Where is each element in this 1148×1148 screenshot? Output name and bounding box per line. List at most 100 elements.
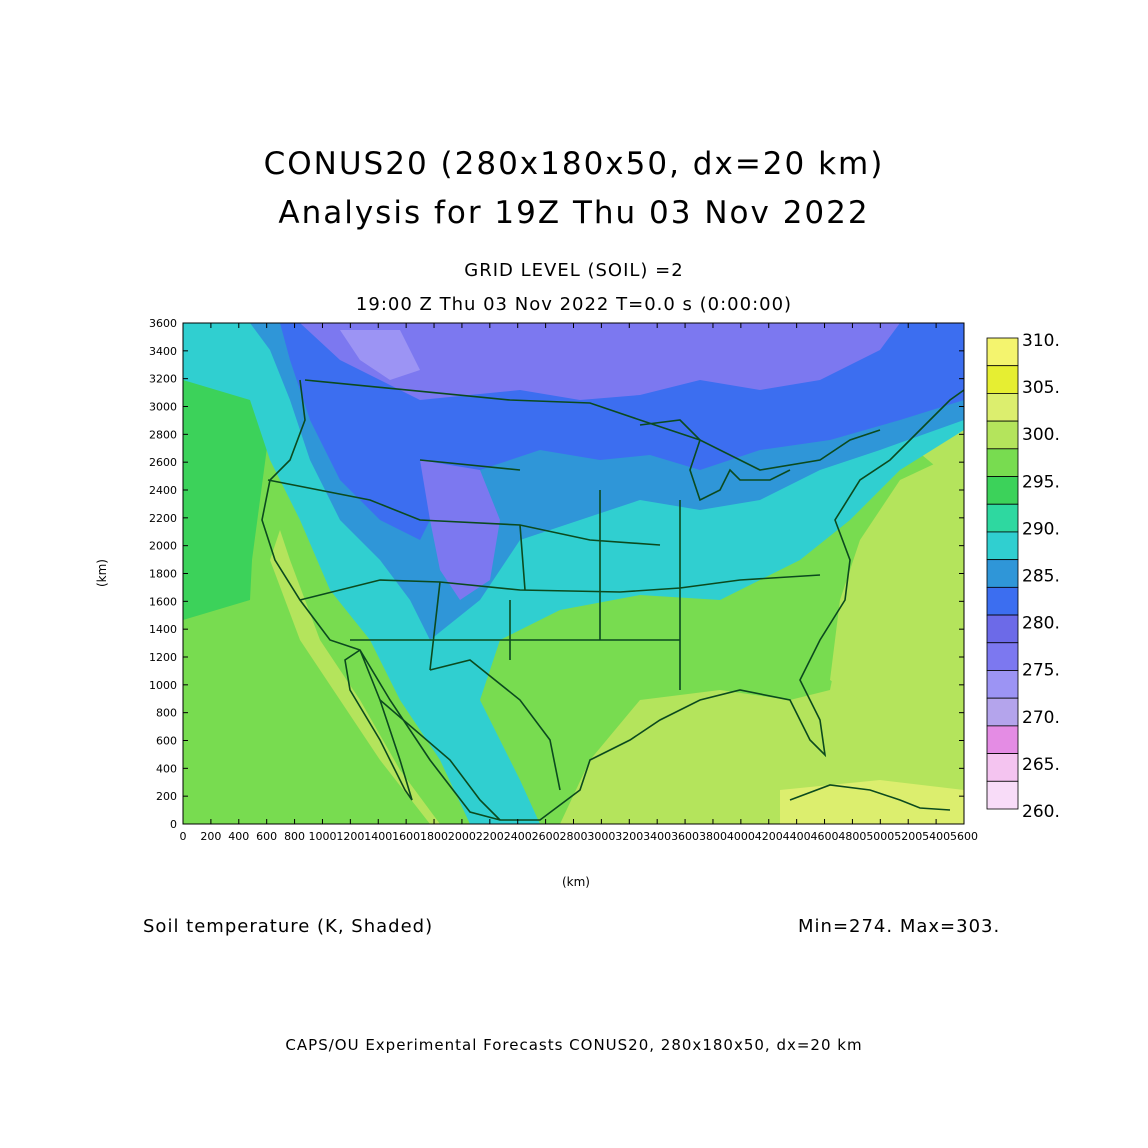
x-tick-label: 2600: [532, 830, 560, 843]
x-tick-label: 1000: [308, 830, 336, 843]
colorbar-label: 295.: [1022, 472, 1060, 492]
x-tick-label: 5400: [922, 830, 950, 843]
y-tick-label: 1400: [149, 623, 177, 636]
x-tick-label: 3400: [643, 830, 671, 843]
colorbar-swatch: [986, 531, 1019, 561]
y-tick-label: 2600: [149, 456, 177, 469]
y-axis-label: (km): [95, 559, 109, 587]
x-tick-label: 4000: [727, 830, 755, 843]
y-tick-label: 3200: [149, 373, 177, 386]
colorbar-swatch: [986, 476, 1019, 505]
x-tick-label: 5000: [866, 830, 894, 843]
y-tick-label: 800: [156, 707, 177, 720]
min-max-readout: Min=274. Max=303.: [798, 916, 1001, 937]
x-tick-label: 3600: [671, 830, 699, 843]
y-tick-label: 400: [156, 762, 177, 775]
colorbar-swatch: [986, 697, 1019, 727]
field-violet-cold: [340, 330, 420, 380]
colorbar-swatch: [986, 448, 1019, 477]
colorbar-label: 285.: [1022, 567, 1060, 587]
x-tick-label: 3800: [699, 830, 727, 843]
colorbar-swatch: [986, 670, 1019, 699]
soil-temperature-field: [183, 323, 964, 824]
x-tick-label: 2800: [560, 830, 588, 843]
axis-ticks: [182, 322, 965, 825]
colorbar-swatch: [986, 337, 1019, 367]
x-tick-label: 4600: [811, 830, 839, 843]
grid-level-label: GRID LEVEL (SOIL) =2: [464, 260, 684, 281]
field-purple-north: [300, 323, 900, 400]
x-tick-label: 800: [284, 830, 305, 843]
x-tick-label: 0: [180, 830, 187, 843]
cuba-outline: [789, 784, 951, 811]
colorbar-label: 300.: [1022, 425, 1060, 445]
y-tick-label: 200: [156, 790, 177, 803]
x-tick-label: 2200: [476, 830, 504, 843]
x-tick-label: 5600: [950, 830, 978, 843]
x-tick-label: 1200: [336, 830, 364, 843]
footer-credit: CAPS/OU Experimental Forecasts CONUS20, …: [285, 1036, 863, 1054]
colorbar-swatch: [986, 642, 1019, 671]
field-atlantic-band: [830, 450, 964, 700]
y-tick-label: 2400: [149, 484, 177, 497]
valid-time-label: 19:00 Z Thu 03 Nov 2022 T=0.0 s (0:00:00…: [355, 294, 793, 315]
x-tick-label: 1400: [364, 830, 392, 843]
colorbar-label: 305.: [1022, 378, 1060, 398]
colorbar-swatch: [986, 753, 1019, 782]
x-tick-label: 4400: [783, 830, 811, 843]
colorbar-swatch: [986, 503, 1019, 533]
x-tick-label: 3000: [587, 830, 615, 843]
x-tick-label: 5200: [894, 830, 922, 843]
x-tick-label: 4800: [838, 830, 866, 843]
y-tick-label: 2200: [149, 512, 177, 525]
coastline-outline: [261, 379, 965, 821]
x-tick-label: 400: [228, 830, 249, 843]
colorbar-swatch: [986, 614, 1019, 644]
y-tick-label: 3400: [149, 345, 177, 358]
state-lines-a: [267, 459, 821, 690]
colorbar-swatch: [986, 365, 1019, 394]
colorbar-label: 280.: [1022, 614, 1060, 634]
geographic-outlines: [261, 379, 965, 821]
mexico-outline: [379, 659, 561, 821]
colorbar-swatch: [986, 725, 1019, 754]
y-tick-label: 1200: [149, 651, 177, 664]
x-tick-label: 4200: [755, 830, 783, 843]
colorbar-label: 260.: [1022, 802, 1060, 822]
colorbar-label: 270.: [1022, 708, 1060, 728]
colorbar-swatch: [986, 780, 1019, 810]
x-tick-label: 1800: [420, 830, 448, 843]
x-tick-label: 1600: [392, 830, 420, 843]
field-rockies-cold: [420, 460, 500, 600]
x-tick-label: 3200: [615, 830, 643, 843]
colorbar-swatch: [986, 586, 1019, 616]
y-tick-label: 1000: [149, 679, 177, 692]
plot-title-line1: CONUS20 (280x180x50, dx=20 km): [263, 146, 885, 182]
x-tick-label: 2400: [504, 830, 532, 843]
y-tick-label: 2000: [149, 540, 177, 553]
y-tick-label: 3000: [149, 401, 177, 414]
colorbar-label: 310.: [1022, 331, 1060, 351]
y-tick-label: 600: [156, 735, 177, 748]
colorbar-label: 275.: [1022, 661, 1060, 681]
y-tick-label: 1800: [149, 568, 177, 581]
colorbar-label: 265.: [1022, 755, 1060, 775]
field-description: Soil temperature (K, Shaded): [143, 916, 434, 937]
y-tick-label: 3600: [149, 317, 177, 330]
colorbar-swatch: [986, 393, 1019, 422]
x-tick-label: 2000: [448, 830, 476, 843]
colorbar: 310. 305. 300. 295. 290. 285. 280. 275. 270. 265.…: [986, 331, 1060, 822]
great-lakes-outline: [639, 419, 791, 502]
field-caribbean-warm: [780, 780, 964, 824]
x-axis-label: (km): [562, 875, 590, 889]
colorbar-swatch: [986, 420, 1019, 450]
plot-title-line2: Analysis for 19Z Thu 03 Nov 2022: [278, 195, 870, 231]
y-tick-label: 0: [170, 818, 177, 831]
y-tick-label: 1600: [149, 595, 177, 608]
axis-tick-labels: 0 200 400 600 800 1000 1200 1400 1600 1800 2000 220…: [149, 317, 978, 843]
x-tick-label: 600: [256, 830, 277, 843]
colorbar-swatch: [986, 559, 1019, 588]
colorbar-label: 290.: [1022, 519, 1060, 539]
y-tick-label: 2800: [149, 428, 177, 441]
